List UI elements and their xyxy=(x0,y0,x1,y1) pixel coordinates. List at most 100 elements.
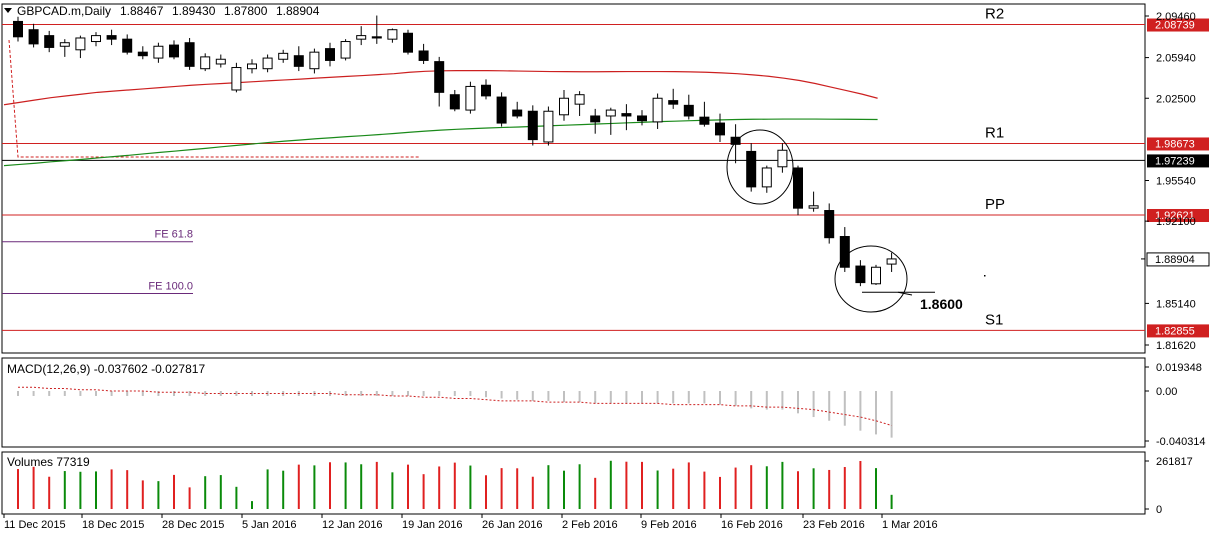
candle xyxy=(418,43,429,64)
candle-body-down xyxy=(13,20,23,38)
candle-body-down xyxy=(481,84,491,97)
candle xyxy=(75,35,86,59)
candle-body-down xyxy=(371,36,382,39)
candle-body-up xyxy=(465,85,476,111)
volume-indicator: 261817 0 xyxy=(17,456,1193,516)
candle-body-down xyxy=(793,167,803,209)
candle xyxy=(543,106,554,146)
candle xyxy=(668,88,679,109)
dot-marker xyxy=(984,275,986,277)
candle-body-up xyxy=(808,205,819,209)
level-price-badge xyxy=(1147,324,1209,338)
price-tick-label: 2.05940 xyxy=(1156,53,1196,65)
price-tick-label: 1.85140 xyxy=(1156,298,1196,310)
time-tick-label: 11 Dec 2015 xyxy=(4,519,66,531)
candle-body-down xyxy=(418,50,429,61)
volume-tick-label: 0 xyxy=(1156,504,1162,516)
fibonacci-layer: FE 61.8 FE 100.0 xyxy=(2,39,420,294)
candle-body-up xyxy=(262,57,273,70)
candle xyxy=(512,101,523,119)
level-name-r2: R2 xyxy=(985,6,1004,23)
level-name-r1: R1 xyxy=(985,124,1004,141)
candle-body-up xyxy=(543,110,554,143)
candle xyxy=(824,203,835,244)
candle xyxy=(106,29,117,46)
dropdown-arrow-icon[interactable] xyxy=(4,8,12,13)
candle xyxy=(91,32,101,47)
time-axis: 11 Dec 2015 18 Dec 2015 28 Dec 2015 5 Jan 2… xyxy=(3,514,938,531)
target-price-label: 1.8600 xyxy=(920,296,963,312)
candle-body-up xyxy=(278,52,289,60)
candle-body-up xyxy=(59,42,70,47)
level-name-pp: PP xyxy=(985,196,1005,213)
candle xyxy=(574,91,585,116)
candle xyxy=(699,101,710,127)
candle xyxy=(309,48,320,74)
time-tick-label: 19 Jan 2016 xyxy=(402,519,463,531)
candle xyxy=(340,39,351,61)
candle xyxy=(761,165,772,193)
candle xyxy=(169,40,179,60)
candle xyxy=(621,104,632,131)
ohlc-low: 1.87800 xyxy=(224,4,268,18)
candle-body-down xyxy=(730,136,741,145)
candle-body-down xyxy=(715,122,725,136)
price-axis: 2.09460 2.05940 2.02500 1.95540 1.92100 1.851… xyxy=(1145,11,1196,352)
macd-tick-label: 0.019348 xyxy=(1156,362,1202,374)
candle-body-up xyxy=(605,109,616,117)
volume-label: Volumes 77319 xyxy=(7,455,90,469)
candle-body-up xyxy=(247,63,257,70)
candle xyxy=(356,26,367,46)
macd-tick-label: 0.00 xyxy=(1156,386,1177,398)
candle-body-down xyxy=(28,29,39,45)
fast-moving-average-line xyxy=(3,118,878,167)
candle xyxy=(777,143,788,173)
price-tick-label: 1.92100 xyxy=(1156,216,1196,228)
target-pointer xyxy=(897,291,913,296)
level-price-label: 1.82855 xyxy=(1155,325,1195,337)
candle xyxy=(293,46,304,72)
level-price-label: 1.92621 xyxy=(1155,210,1195,222)
candle-body-down xyxy=(403,32,413,53)
candle xyxy=(839,227,850,272)
candle-body-down xyxy=(44,35,55,48)
candle-body-up xyxy=(652,97,663,123)
candle-body-up xyxy=(91,35,101,43)
volume-panel-frame xyxy=(1,451,1146,515)
level-price-badge xyxy=(1147,154,1209,168)
candle xyxy=(247,59,257,74)
levels-layer: 2.08739 R2 1.98673 R1 1.97239 1.92621 PP 1.8285… xyxy=(2,6,1210,338)
candle xyxy=(28,23,39,48)
current-price-label: 1.88904 xyxy=(1155,254,1195,266)
ohlc-high: 1.89430 xyxy=(172,4,216,18)
macd-panel-frame xyxy=(1,357,1146,448)
candle xyxy=(793,165,803,216)
candle xyxy=(449,89,460,112)
level-name-s1: S1 xyxy=(985,311,1003,328)
candle xyxy=(231,62,242,93)
time-tick-label: 26 Jan 2016 xyxy=(482,519,543,531)
candle xyxy=(215,54,226,68)
level-price-badge xyxy=(1147,137,1209,151)
candle-body-down xyxy=(527,110,538,141)
candle-body-down xyxy=(293,55,304,67)
candle xyxy=(137,46,148,60)
price-tick-label: 1.95540 xyxy=(1156,176,1196,188)
candle-body-down xyxy=(122,38,133,53)
candle-body-down xyxy=(106,35,117,40)
annotations: 1.8600 xyxy=(726,129,986,313)
main-panel-frame xyxy=(1,3,1146,354)
candle xyxy=(278,49,289,63)
candle xyxy=(44,30,55,53)
volume-tick-label: 261817 xyxy=(1156,456,1193,468)
fibonacci-label: FE 61.8 xyxy=(154,229,193,241)
macd-signal-line xyxy=(18,386,892,426)
candle-body-up xyxy=(200,56,211,70)
candle xyxy=(325,42,335,67)
candle-body-up xyxy=(387,29,398,40)
candle xyxy=(184,37,195,70)
candle-body-down xyxy=(699,116,710,125)
candle-body-down xyxy=(512,109,523,117)
candle xyxy=(403,29,413,55)
